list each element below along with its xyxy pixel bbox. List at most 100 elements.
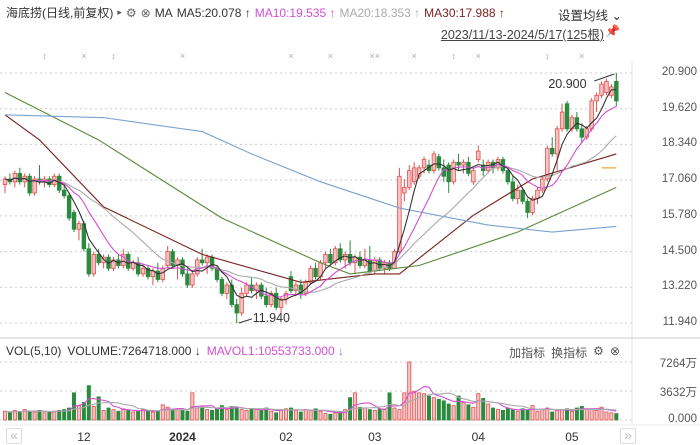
close-icon[interactable]: ⊗ [609,344,620,358]
expand-arrow-icon[interactable]: ▸ [117,7,122,17]
event-marker: × [288,51,294,61]
candle [234,304,239,314]
scroll-left-button[interactable]: « [6,428,22,444]
candle [27,175,32,194]
ma-line-ma60 [4,92,617,275]
volume-bar [7,412,12,421]
candle [17,173,22,183]
volume-bar [505,407,510,421]
volume-bar [436,398,441,421]
gear-icon[interactable]: ⚙ [125,5,137,20]
candle [278,298,284,308]
volume-value: VOLUME:7264718.000 ↓ [67,344,201,358]
volume-bar [264,407,269,421]
candle [160,267,165,280]
volume-bar [392,407,397,421]
volume-bar [422,393,427,421]
candle [32,178,37,194]
volume-y-tick-label: 7264万 [659,358,697,370]
event-marker: ↕ [111,51,116,61]
candle [372,259,377,272]
volume-bar [451,405,456,421]
volume-bar [313,408,318,421]
candle [224,284,230,294]
candle [421,159,427,169]
scroll-right-button[interactable]: » [620,428,636,444]
candle [451,161,456,183]
volume-bar [42,412,47,421]
volume-bar [466,404,471,421]
candle [397,175,402,252]
candle [239,293,244,314]
volume-bar [259,410,264,421]
volume-bar [461,402,466,421]
add-indicator-button[interactable]: 加指标 [509,346,546,360]
event-marker: × [327,51,334,61]
candle [323,253,328,264]
pin-icon[interactable]: 📌 [605,24,620,38]
volume-bar [274,412,279,421]
volume-bar [219,405,224,421]
volume-bar [284,408,289,421]
switch-indicator-button[interactable]: 换指标 [551,346,588,360]
event-marker: ↕ [451,51,456,61]
volume-bar [308,410,313,421]
candle [293,284,299,292]
candle [515,189,520,199]
candle [604,80,609,93]
volume-bar [185,410,190,421]
high-arrow [594,73,615,82]
volume-bar [249,408,254,421]
x-tick-label: 12 [77,430,91,444]
candle [411,167,417,183]
volume-bar [244,410,249,421]
candle [550,147,555,155]
volume-bar [560,409,565,421]
volume-bar [614,413,619,421]
ma20-value: MA20:18.353 ↑ [339,5,421,20]
stock-title[interactable]: 海底捞(日线,前复权) [6,6,114,20]
volume-bar [367,409,372,421]
volume-bar [604,411,609,421]
volume-bar [565,408,570,421]
volume-y-tick-label: 3632万 [659,387,697,399]
candle [407,170,412,188]
volume-bar [510,409,515,421]
volume-bar [569,410,574,421]
volume-bar [67,407,72,421]
low-arrow [238,318,252,324]
volume-bar [476,393,481,421]
date-range[interactable]: 2023/11/13-2024/5/17(125根) [440,28,604,42]
candle [505,170,511,183]
volume-bar [170,410,175,421]
close-icon[interactable]: ⊗ [140,5,151,20]
volume-bar [412,390,417,421]
candle [170,251,175,266]
candle [254,284,259,292]
volume-bar [550,411,555,421]
volume-bar [446,403,451,421]
volume-bar [589,408,594,421]
volume-tools: 加指标 换指标 ⚙ ⊗ [509,344,620,361]
volume-bar [377,408,382,421]
volume-bar [131,411,136,421]
candle [402,186,407,194]
candle [461,161,466,166]
ma-settings-button[interactable]: 设置均线 ⌄ [558,9,622,23]
candle [456,161,461,166]
candle [199,259,205,264]
volume-bar [116,410,121,421]
candle [530,198,535,213]
gear-icon[interactable]: ⚙ [593,344,604,358]
volume-bar [426,395,431,421]
volume-bar [397,409,402,421]
volume-bar [155,410,160,421]
volume-bar [535,410,540,421]
volume-bar [599,406,604,421]
volume-bar [145,410,150,421]
volume-bar [471,406,476,421]
volume-bar [298,411,303,421]
candle [288,276,294,292]
event-marker: × [475,51,481,61]
volume-bar [239,409,244,421]
